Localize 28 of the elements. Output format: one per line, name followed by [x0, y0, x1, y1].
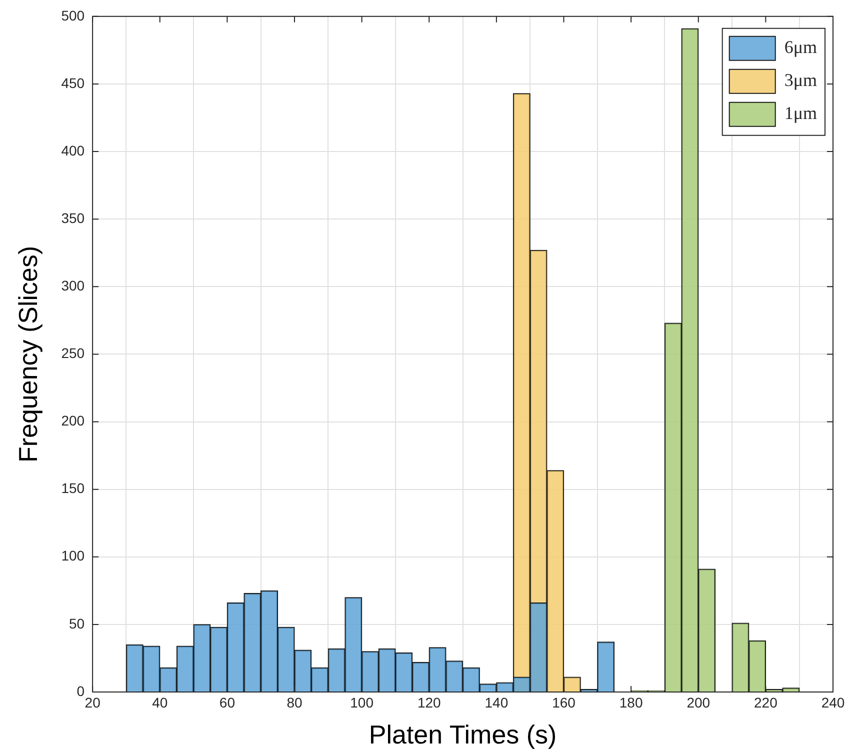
- x-tick-label: 100: [350, 694, 374, 710]
- y-tick-label: 300: [61, 278, 85, 294]
- x-tick-label: 40: [152, 694, 168, 710]
- legend-label: 1μm: [784, 103, 818, 124]
- x-tick-label: 180: [619, 694, 643, 710]
- y-tick-label: 500: [61, 7, 85, 24]
- y-tick-label: 200: [61, 412, 85, 429]
- y-tick-label: 450: [61, 74, 85, 91]
- y-tick-label: 50: [68, 615, 85, 632]
- x-tick-label: 160: [552, 694, 576, 710]
- y-tick-label: 150: [61, 480, 85, 496]
- y-axis-title: Frequency (Slices): [12, 246, 43, 463]
- x-tick-label: 120: [417, 694, 442, 710]
- y-tick-label: 100: [61, 548, 85, 564]
- x-tick-label: 140: [484, 694, 508, 710]
- x-tick-label: 80: [286, 694, 302, 710]
- y-tick-label: 0: [76, 682, 85, 699]
- y-tick-label: 400: [61, 142, 85, 158]
- x-tick-label: 240: [821, 694, 845, 710]
- x-tick-label: 220: [754, 694, 778, 710]
- legend-label: 6μm: [784, 37, 818, 58]
- y-tick-label: 350: [61, 210, 85, 226]
- x-tick-label: 20: [84, 694, 101, 710]
- legend-label: 3μm: [784, 70, 818, 90]
- y-tick-label: 250: [61, 345, 85, 362]
- x-tick-label: 200: [686, 694, 710, 710]
- x-tick-label: 60: [219, 694, 236, 710]
- x-axis-title: Platen Times (s): [368, 720, 557, 750]
